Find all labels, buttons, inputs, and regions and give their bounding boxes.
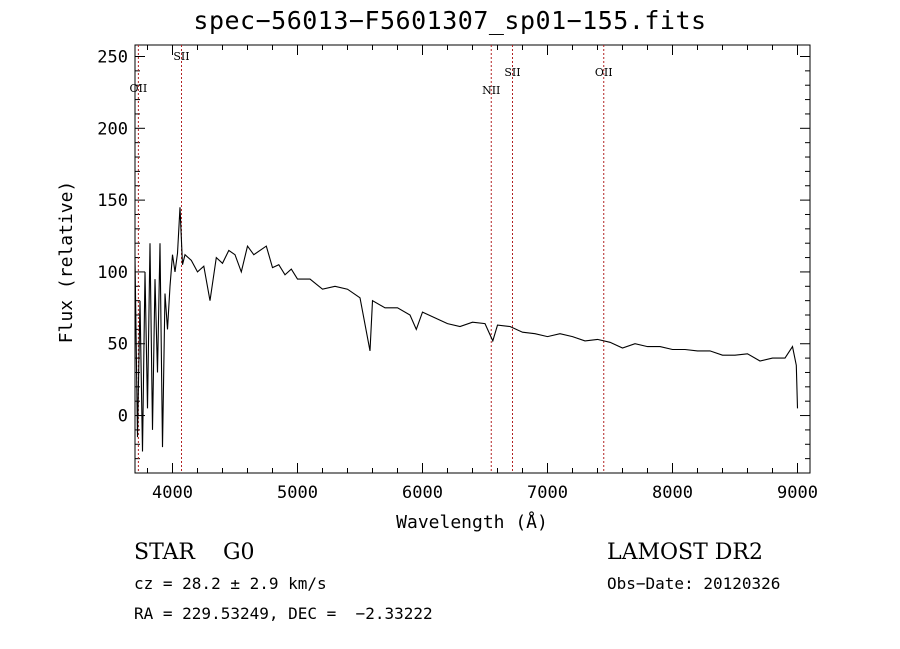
x-tick-label: 7000 (527, 483, 568, 503)
y-tick-label: 200 (97, 119, 128, 139)
radec-label: RA = 229.53249, DEC = −2.33222 (134, 604, 433, 623)
class-label: STAR G0 (134, 540, 255, 565)
emission-lines: OII SII NII SII OII (130, 45, 613, 473)
spectrum-series (134, 207, 799, 452)
y-axis-label: Flux (relative) (56, 181, 77, 344)
y-tick-label: 0 (118, 407, 128, 427)
survey-label: LAMOST DR2 (607, 540, 763, 565)
emission-line-label: SII (173, 50, 189, 63)
spectrum-line (134, 207, 799, 452)
x-axis-label: Wavelength (Å) (396, 511, 548, 533)
y-axis: 0 50 100 150 200 250 (97, 47, 810, 460)
x-tick-label: 4000 (152, 483, 193, 503)
y-tick-label: 150 (97, 191, 128, 211)
emission-line-label: OII (130, 82, 148, 95)
x-tick-label: 5000 (277, 483, 318, 503)
cz-label: cz = 28.2 ± 2.9 km/s (134, 574, 327, 593)
y-tick-label: 250 (97, 47, 128, 67)
x-tick-label: 9000 (777, 483, 818, 503)
y-tick-label: 100 (97, 263, 128, 283)
chart-title: spec−56013−F5601307_sp01−155.fits (193, 6, 707, 35)
emission-line-label: OII (595, 66, 613, 79)
obs-date-label: Obs−Date: 20120326 (607, 574, 781, 593)
x-tick-label: 8000 (652, 483, 693, 503)
emission-line-label: SII (504, 66, 520, 79)
y-tick-label: 50 (108, 335, 128, 355)
emission-line-label: NII (482, 84, 500, 97)
x-tick-label: 6000 (402, 483, 443, 503)
x-axis: 4000 5000 6000 7000 8000 9000 (147, 45, 818, 503)
